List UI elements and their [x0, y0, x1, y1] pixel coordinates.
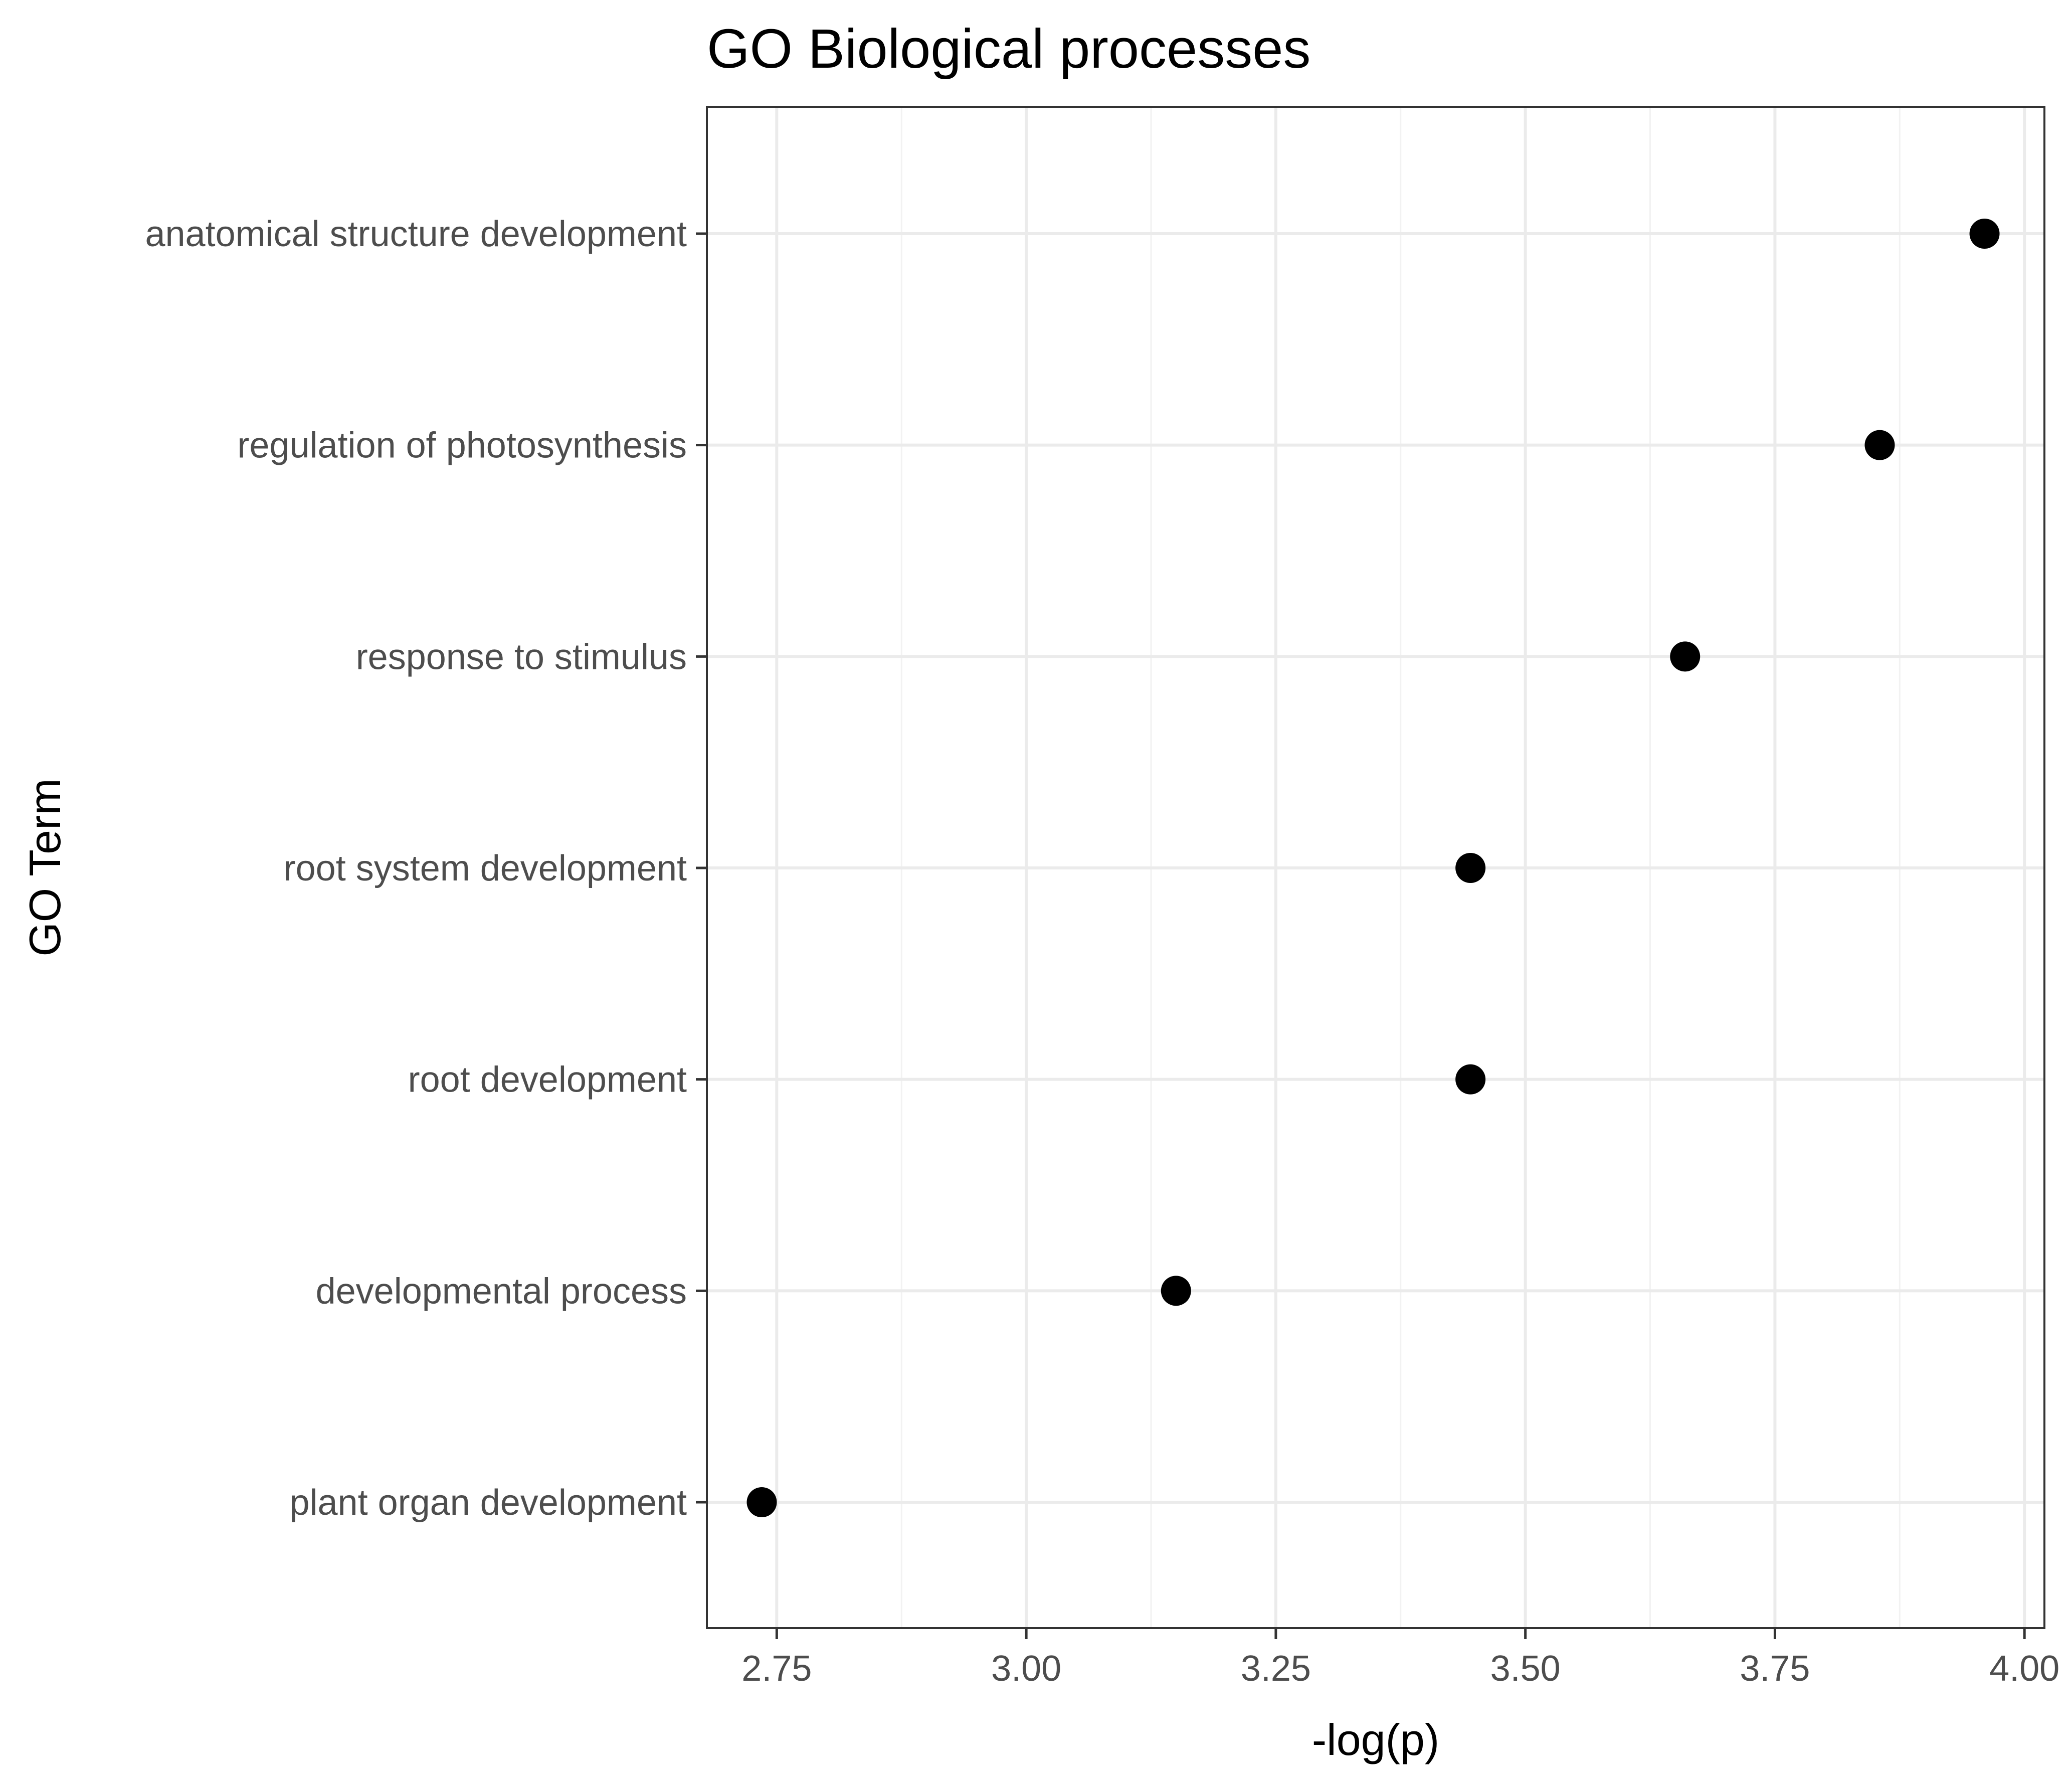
y-tick-label: developmental process: [316, 1271, 687, 1311]
grid-layer: [707, 107, 2044, 1628]
x-tick-label: 4.00: [1989, 1649, 2059, 1689]
chart-title: GO Biological processes: [707, 18, 1310, 80]
data-point: [1455, 1064, 1486, 1095]
x-tick-label: 2.75: [741, 1649, 812, 1689]
x-tick-label: 3.50: [1490, 1649, 1561, 1689]
data-point: [1969, 219, 2000, 249]
x-tick-label: 3.25: [1241, 1649, 1311, 1689]
data-points: [746, 219, 2000, 1517]
x-axis: 2.75 3.00 3.25 3.50 3.75 4.00: [741, 1628, 2059, 1689]
y-axis-title: GO Term: [20, 778, 70, 956]
x-tick-label: 3.00: [991, 1649, 1061, 1689]
y-tick-label: plant organ development: [289, 1483, 687, 1523]
y-tick-label: regulation of photosynthesis: [237, 426, 687, 466]
x-tick-label: 3.75: [1740, 1649, 1810, 1689]
data-point: [1864, 430, 1895, 460]
y-tick-label: anatomical structure development: [145, 214, 687, 254]
y-tick-label: response to stimulus: [356, 637, 687, 677]
data-point: [1670, 641, 1701, 672]
y-tick-label: root system development: [284, 848, 687, 888]
data-point: [1161, 1276, 1191, 1306]
data-point: [746, 1487, 777, 1517]
data-point: [1455, 853, 1486, 883]
x-axis-title: -log(p): [1312, 1715, 1439, 1764]
plot-panel-border: [706, 106, 2045, 1629]
y-axis: anatomical structure development regulati…: [145, 214, 707, 1523]
y-tick-label: root development: [408, 1060, 687, 1100]
